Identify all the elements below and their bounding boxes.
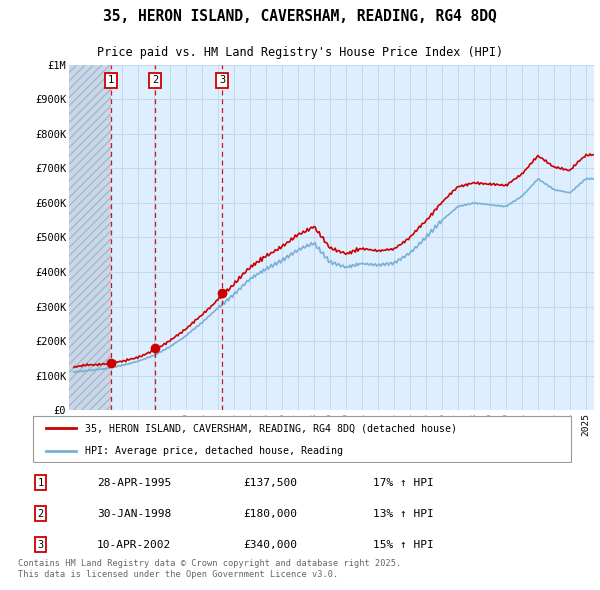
FancyBboxPatch shape bbox=[33, 416, 571, 462]
Text: 2: 2 bbox=[152, 76, 158, 86]
Text: 1: 1 bbox=[37, 477, 44, 487]
Text: 3: 3 bbox=[219, 76, 226, 86]
Text: 3: 3 bbox=[37, 540, 44, 550]
Text: 30-JAN-1998: 30-JAN-1998 bbox=[97, 509, 171, 519]
Text: 1: 1 bbox=[108, 76, 114, 86]
Text: £340,000: £340,000 bbox=[244, 540, 298, 550]
Text: 28-APR-1995: 28-APR-1995 bbox=[97, 477, 171, 487]
Bar bbox=[69, 65, 111, 410]
Text: £137,500: £137,500 bbox=[244, 477, 298, 487]
Text: 17% ↑ HPI: 17% ↑ HPI bbox=[373, 477, 434, 487]
Text: HPI: Average price, detached house, Reading: HPI: Average price, detached house, Read… bbox=[85, 445, 343, 455]
Text: Price paid vs. HM Land Registry's House Price Index (HPI): Price paid vs. HM Land Registry's House … bbox=[97, 47, 503, 60]
Text: 13% ↑ HPI: 13% ↑ HPI bbox=[373, 509, 434, 519]
Text: 10-APR-2002: 10-APR-2002 bbox=[97, 540, 171, 550]
Text: 2: 2 bbox=[37, 509, 44, 519]
Text: £180,000: £180,000 bbox=[244, 509, 298, 519]
Text: 35, HERON ISLAND, CAVERSHAM, READING, RG4 8DQ: 35, HERON ISLAND, CAVERSHAM, READING, RG… bbox=[103, 9, 497, 24]
Text: 15% ↑ HPI: 15% ↑ HPI bbox=[373, 540, 434, 550]
Text: 35, HERON ISLAND, CAVERSHAM, READING, RG4 8DQ (detached house): 35, HERON ISLAND, CAVERSHAM, READING, RG… bbox=[85, 423, 457, 433]
Text: Contains HM Land Registry data © Crown copyright and database right 2025.
This d: Contains HM Land Registry data © Crown c… bbox=[18, 559, 401, 579]
